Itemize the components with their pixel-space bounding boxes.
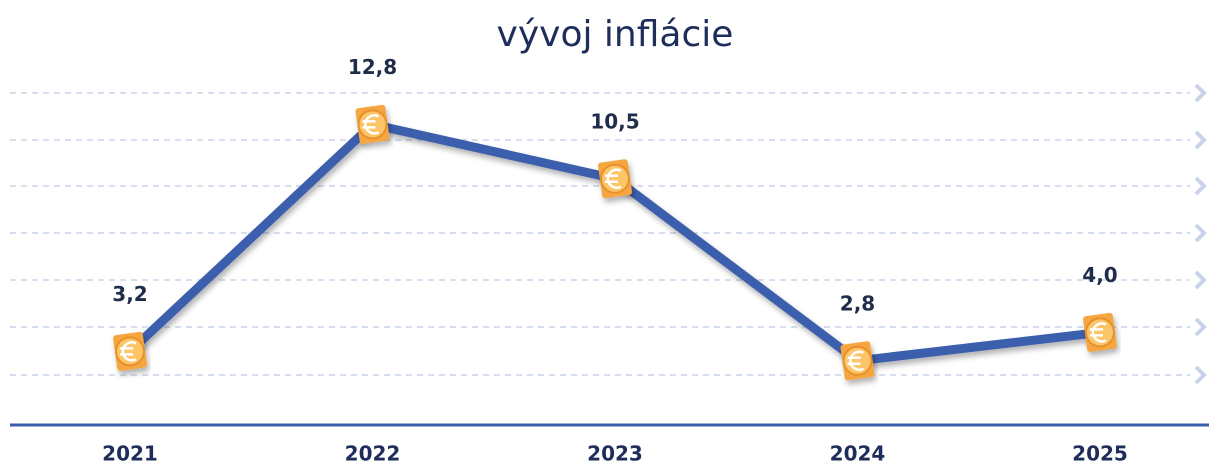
marker-coin [842,345,873,376]
line [126,119,1101,366]
marker [840,341,875,381]
marker-coin [115,336,145,367]
data-label: 3,2 [112,282,147,306]
x-tick-label: 2025 [1072,442,1128,463]
x-tick-label: 2024 [830,442,886,463]
data-label: 4,0 [1082,263,1117,287]
x-tick-label: 2023 [587,442,643,463]
marker-euro [1090,322,1107,343]
marker [113,331,147,371]
data-label: 10,5 [590,109,639,133]
x-tick-label: 2021 [102,442,158,463]
data-label: 12,8 [348,55,397,79]
marker-euro [605,168,622,189]
x-tick-label: 2022 [345,442,401,463]
marker [598,159,632,199]
grid [10,83,1207,385]
marker-euro [120,341,137,362]
marker [1083,312,1117,352]
marker-euro [847,350,865,372]
marker-coin [1085,317,1115,348]
grid-arrows [1194,83,1207,385]
data-label: 2,8 [840,291,875,315]
marker-euro [362,114,380,135]
chart-title: vývoj inflácie [497,14,734,55]
marker-coin [357,109,388,140]
marker [355,104,390,144]
marker-coin [600,163,630,194]
